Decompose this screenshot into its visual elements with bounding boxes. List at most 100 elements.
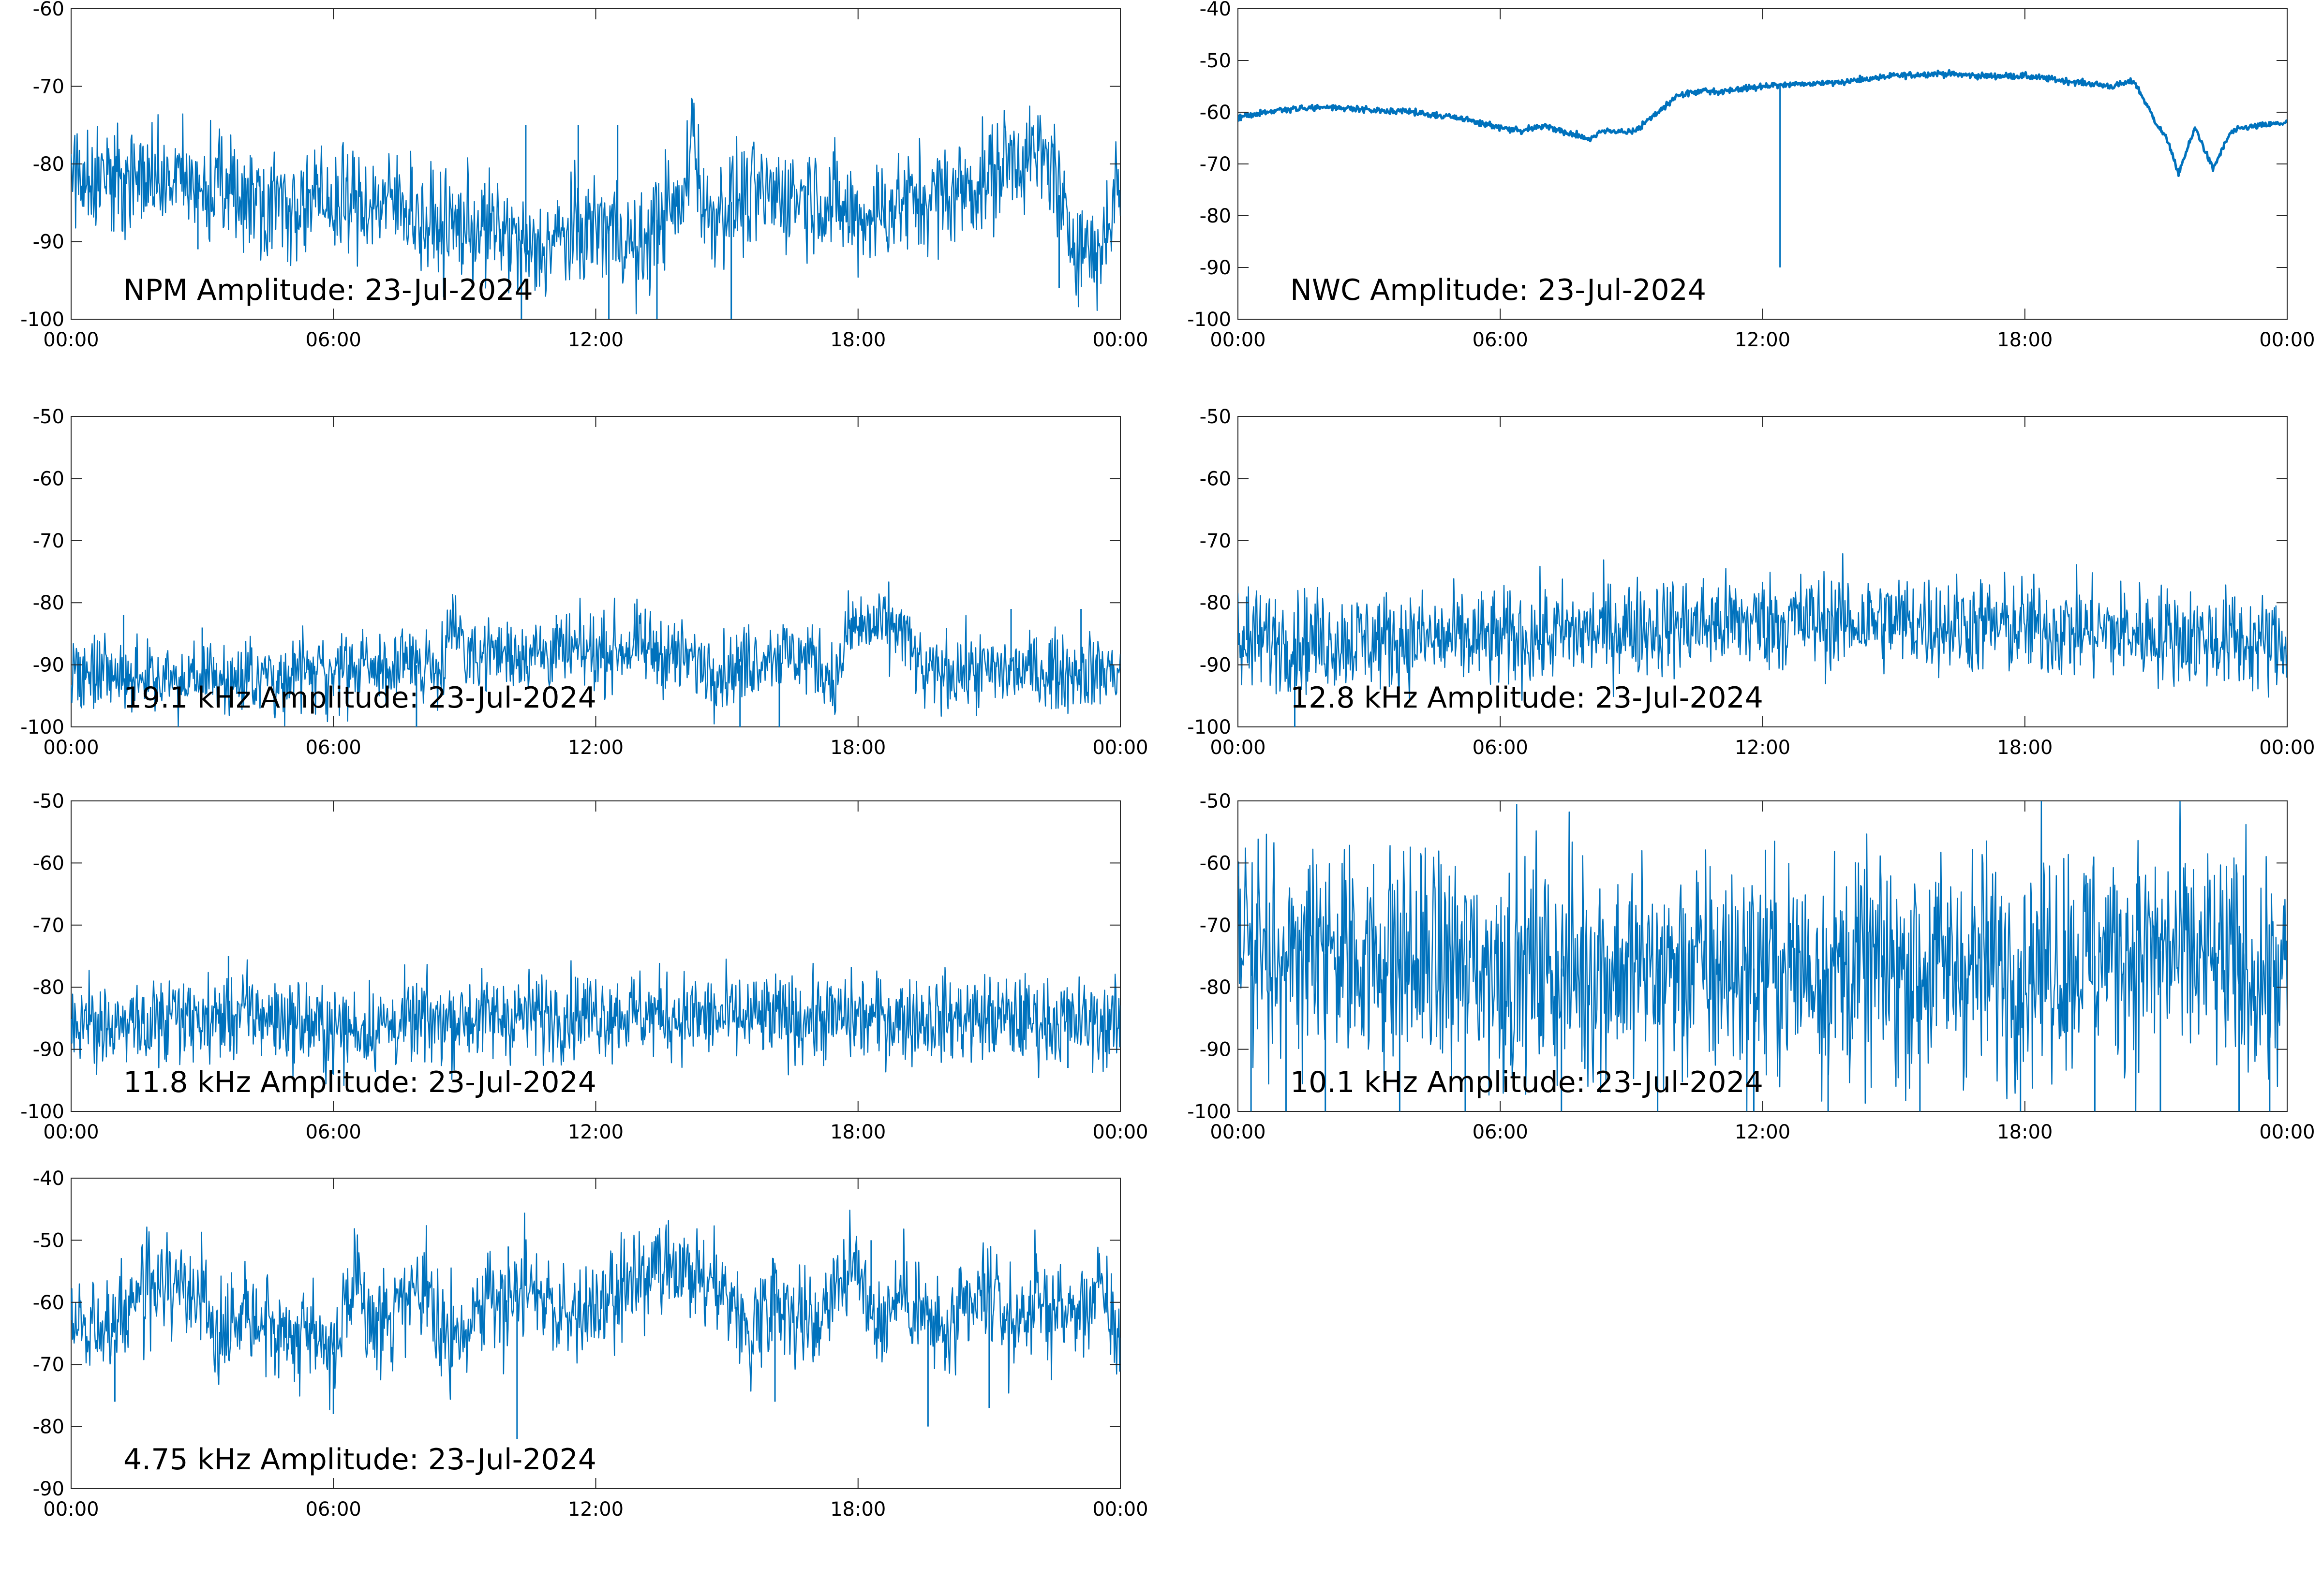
panel-title: 4.75 kHz Amplitude: 23-Jul-2024	[123, 1443, 596, 1477]
series-line	[71, 959, 1120, 1086]
y-tick-label: -80	[33, 592, 64, 614]
y-tick-label: -90	[33, 1039, 64, 1061]
x-tick-label: 00:00	[1092, 329, 1148, 351]
series-line	[71, 1210, 1120, 1410]
y-tick-label: -90	[1200, 654, 1231, 677]
panel-title: 10.1 kHz Amplitude: 23-Jul-2024	[1290, 1065, 1763, 1099]
series-line	[71, 98, 1120, 314]
y-tick-label: -80	[33, 976, 64, 999]
x-tick-label: 00:00	[2259, 1121, 2315, 1143]
y-tick-label: -70	[33, 76, 64, 98]
panel-title: 11.8 kHz Amplitude: 23-Jul-2024	[123, 1065, 596, 1099]
plot-area	[1237, 8, 2288, 320]
y-tick-label: -60	[33, 1292, 64, 1314]
y-tick-label: -50	[1200, 50, 1231, 72]
y-tick-label: -60	[33, 468, 64, 490]
y-tick-label: -50	[1200, 406, 1231, 428]
x-tick-label: 06:00	[1473, 329, 1528, 351]
y-tick-label: -40	[1200, 0, 1231, 20]
y-tick-label: -100	[1187, 1101, 1231, 1123]
x-tick-label: 18:00	[830, 737, 886, 759]
y-tick-label: -90	[1200, 257, 1231, 279]
x-tick-label: 12:00	[1735, 329, 1790, 351]
y-tick-label: -90	[33, 1478, 64, 1500]
x-tick-label: 00:00	[43, 1498, 99, 1521]
x-tick-label: 12:00	[568, 1121, 624, 1143]
plot-area	[71, 8, 1121, 320]
x-tick-label: 00:00	[1092, 737, 1148, 759]
y-tick-label: -70	[1200, 915, 1231, 937]
y-tick-label: -70	[1200, 153, 1231, 176]
y-tick-label: -80	[33, 153, 64, 176]
y-tick-label: -60	[1200, 852, 1231, 874]
x-tick-label: 00:00	[2259, 329, 2315, 351]
panel-title: 12.8 kHz Amplitude: 23-Jul-2024	[1290, 681, 1763, 715]
y-tick-label: -80	[1200, 205, 1231, 227]
x-tick-label: 18:00	[830, 1498, 886, 1521]
y-tick-label: -100	[20, 309, 64, 331]
y-tick-label: -50	[33, 1229, 64, 1252]
y-tick-label: -90	[1200, 1039, 1231, 1061]
x-tick-label: 00:00	[1210, 1121, 1265, 1143]
x-tick-label: 18:00	[1997, 737, 2053, 759]
x-tick-label: 00:00	[43, 329, 99, 351]
y-tick-label: -50	[33, 790, 64, 813]
y-tick-label: -60	[1200, 468, 1231, 490]
x-tick-label: 00:00	[1092, 1498, 1148, 1521]
series-line	[1238, 69, 2287, 177]
x-tick-label: 18:00	[830, 329, 886, 351]
chart-panel-4: -100 -90 -80 -70 -60 -50 00:00 06:00 12:00 18:00 0…	[1187, 406, 2315, 759]
panel-title: NPM Amplitude: 23-Jul-2024	[123, 273, 533, 307]
x-tick-label: 06:00	[306, 737, 361, 759]
x-tick-label: 06:00	[306, 1121, 361, 1143]
y-tick-label: -100	[20, 1101, 64, 1123]
x-tick-label: 12:00	[1735, 1121, 1790, 1143]
chart-panel-6: -100 -90 -80 -70 -60 -50 00:00 06:00 12:00 18:00 0…	[1187, 790, 2315, 1143]
y-tick-label: -70	[33, 1354, 64, 1376]
chart-panel-7: -90 -80 -70 -60 -50 -40 00:00 06:00 12:00 18:00 00…	[33, 1167, 1148, 1521]
y-tick-label: -100	[20, 716, 64, 739]
x-tick-label: 00:00	[1092, 1121, 1148, 1143]
panel-title: NWC Amplitude: 23-Jul-2024	[1290, 273, 1706, 307]
y-tick-label: -80	[1200, 976, 1231, 999]
x-tick-label: 06:00	[1473, 737, 1528, 759]
y-tick-label: -90	[33, 654, 64, 677]
y-tick-label: -80	[33, 1416, 64, 1438]
y-tick-label: -90	[33, 231, 64, 253]
x-tick-label: 12:00	[568, 737, 624, 759]
x-tick-label: 18:00	[1997, 1121, 2053, 1143]
x-tick-label: 12:00	[568, 1498, 624, 1521]
y-tick-label: -50	[1200, 790, 1231, 813]
x-tick-label: 12:00	[1735, 737, 1790, 759]
y-tick-label: -60	[33, 0, 64, 20]
plot-area	[1237, 416, 2288, 727]
panel-title: 19.1 kHz Amplitude: 23-Jul-2024	[123, 681, 596, 715]
series-line	[1238, 801, 2287, 1111]
y-tick-label: -80	[1200, 592, 1231, 614]
x-tick-label: 18:00	[1997, 329, 2053, 351]
y-tick-label: -70	[33, 915, 64, 937]
x-tick-label: 00:00	[1210, 737, 1265, 759]
chart-panel-1: -100 -90 -80 -70 -60 00:00 06:00 12:00 18:00 00:0…	[20, 0, 1148, 351]
x-tick-label: 12:00	[568, 329, 624, 351]
x-tick-label: 00:00	[43, 1121, 99, 1143]
chart-panel-5: -100 -90 -80 -70 -60 -50 00:00 06:00 12:00 18:00 0…	[20, 790, 1148, 1143]
x-tick-label: 06:00	[306, 1498, 361, 1521]
y-tick-label: -60	[33, 852, 64, 874]
y-tick-label: -70	[33, 530, 64, 552]
y-tick-label: -60	[1200, 102, 1231, 124]
y-tick-label: -70	[1200, 530, 1231, 552]
y-tick-label: -40	[33, 1167, 64, 1190]
plot-area	[71, 800, 1121, 1112]
plot-area	[71, 1178, 1121, 1489]
series-line	[71, 581, 1120, 727]
y-tick-label: -100	[1187, 309, 1231, 331]
series-line	[1238, 553, 2287, 702]
x-tick-label: 06:00	[306, 329, 361, 351]
chart-panel-2: -100 -90 -80 -70 -60 -50 -40 00:00 06:00 12:00 18:…	[1187, 0, 2315, 351]
chart-panel-3: -100 -90 -80 -70 -60 -50 00:00 06:00 12:00 18:00 0…	[20, 406, 1148, 759]
x-tick-label: 06:00	[1473, 1121, 1528, 1143]
y-tick-label: -100	[1187, 716, 1231, 739]
x-tick-label: 00:00	[1210, 329, 1265, 351]
